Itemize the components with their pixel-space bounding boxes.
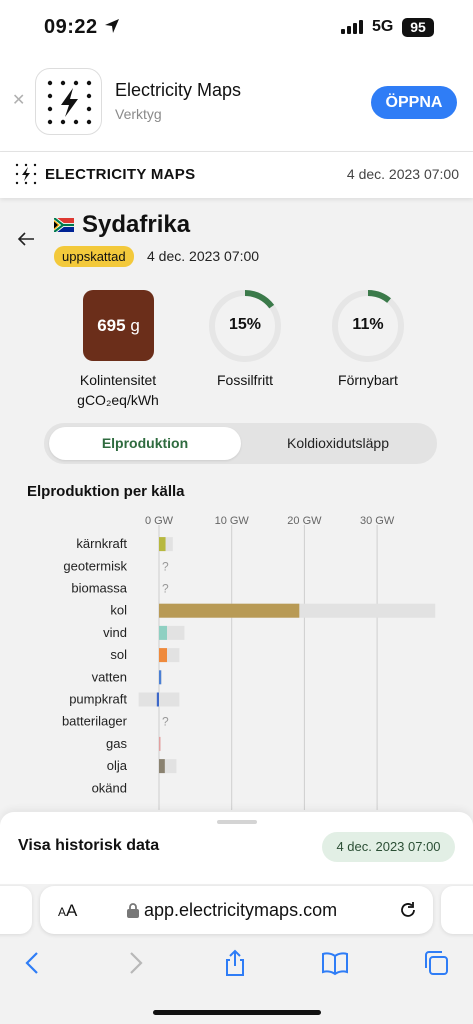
carbon-intensity-box: 695 g [83, 290, 154, 361]
sheet-grabber[interactable] [217, 820, 257, 824]
browser-toolbar: AA app.electricitymaps.com [0, 884, 473, 1024]
category-label: biomassa [71, 581, 127, 596]
production-bar [159, 603, 300, 618]
category-label: kärnkraft [76, 536, 127, 551]
share-icon[interactable] [220, 948, 250, 978]
reload-icon[interactable] [398, 900, 418, 925]
forward-icon[interactable] [120, 948, 150, 978]
address-bar[interactable]: AA app.electricitymaps.com [40, 886, 433, 934]
reader-settings-button[interactable]: AA [58, 901, 78, 920]
production-bar [159, 625, 167, 640]
logo-icon[interactable] [14, 162, 38, 191]
category-label: kol [110, 603, 127, 618]
category-label: pumpkraft [69, 692, 127, 707]
production-bar [159, 670, 162, 685]
fossil-free-value: 15% [228, 316, 262, 333]
tab-production[interactable]: Elproduktion [49, 427, 241, 460]
site-title[interactable]: ELECTRICITY MAPS [45, 166, 196, 183]
renewable-value: 11% [352, 316, 384, 333]
app-logo-icon [35, 68, 102, 135]
zone-name: Sydafrika [82, 211, 191, 238]
next-tab-preview[interactable] [441, 886, 473, 934]
history-date-badge[interactable]: 4 dec. 2023 07:00 [322, 832, 455, 862]
category-label: okänd [92, 780, 127, 795]
carbon-intensity-unit-label: gCO₂eq/kWh [77, 392, 159, 408]
app-name: Electricity Maps [115, 80, 242, 100]
x-tick-label: 0 GW [145, 515, 174, 527]
fossil-free-ring [209, 290, 281, 362]
zone-date: 4 dec. 2023 07:00 [147, 248, 260, 264]
production-bar [159, 759, 165, 774]
chart-title: Elproduktion per källa [27, 483, 185, 500]
history-label[interactable]: Visa historisk data [18, 837, 160, 854]
header-date: 4 dec. 2023 07:00 [346, 166, 459, 182]
close-icon[interactable]: ✕ [12, 92, 26, 109]
history-sheet[interactable]: Visa historisk data 4 dec. 2023 07:00 [0, 812, 473, 884]
x-tick-label: 20 GW [287, 515, 322, 527]
app-banner: ✕ Electricity Maps Verktyg ÖPPNA [0, 58, 473, 152]
category-label: gas [106, 736, 127, 751]
app-category: Verktyg [115, 106, 162, 122]
bookmarks-icon[interactable] [320, 948, 350, 978]
production-bar [156, 692, 159, 707]
lock-icon [126, 902, 140, 923]
category-label: batterilager [62, 714, 128, 729]
unknown-value-marker: ? [162, 715, 169, 729]
tab-emissions[interactable]: Koldioxidutsläpp [287, 435, 389, 451]
renewable-label: Förnybart [338, 372, 398, 388]
site-header: ELECTRICITY MAPS 4 dec. 2023 07:00 [0, 152, 473, 198]
production-bar [159, 537, 166, 552]
home-indicator [153, 1010, 321, 1015]
category-label: geotermisk [63, 558, 127, 573]
x-tick-label: 30 GW [360, 515, 395, 527]
carbon-intensity-label: Kolintensitet gCO₂eq/kWh [58, 370, 178, 410]
status-bar: 09:22 5G 95 [0, 0, 473, 58]
flag-icon [52, 216, 74, 234]
carbon-intensity-title: Kolintensitet [79, 372, 157, 388]
renewable-ring [332, 290, 404, 362]
unknown-value-marker: ? [162, 559, 169, 573]
tabs-icon[interactable] [421, 948, 451, 978]
tab-bar: Elproduktion Koldioxidutsläpp [44, 423, 437, 464]
carbon-intensity-value: 695 [97, 316, 126, 335]
signal-icon [341, 20, 363, 34]
category-label: vatten [92, 669, 127, 684]
category-label: olja [107, 758, 128, 773]
estimated-badge: uppskattad [54, 246, 134, 267]
production-chart: 0 GW 10 GW 20 GW 30 GW kärnkraft geotermisk ? b… [62, 515, 436, 810]
carbon-intensity-unit: g [130, 316, 140, 335]
url-text[interactable]: app.electricitymaps.com [144, 900, 338, 920]
unknown-value-marker: ? [162, 582, 169, 596]
back-icon[interactable] [18, 948, 48, 978]
network-label: 5G [372, 18, 394, 35]
back-arrow-icon[interactable] [16, 229, 36, 254]
production-bar [159, 736, 161, 751]
category-label: sol [110, 647, 127, 662]
production-bar [159, 648, 167, 663]
category-label: vind [103, 625, 127, 640]
x-tick-label: 10 GW [215, 515, 250, 527]
location-arrow-icon [104, 18, 120, 39]
status-time: 09:22 [44, 16, 98, 38]
previous-tab-preview[interactable] [0, 886, 32, 934]
open-app-button[interactable]: ÖPPNA [371, 86, 457, 119]
battery-icon: 95 [402, 18, 434, 37]
fossil-free-label: Fossilfritt [217, 372, 273, 388]
